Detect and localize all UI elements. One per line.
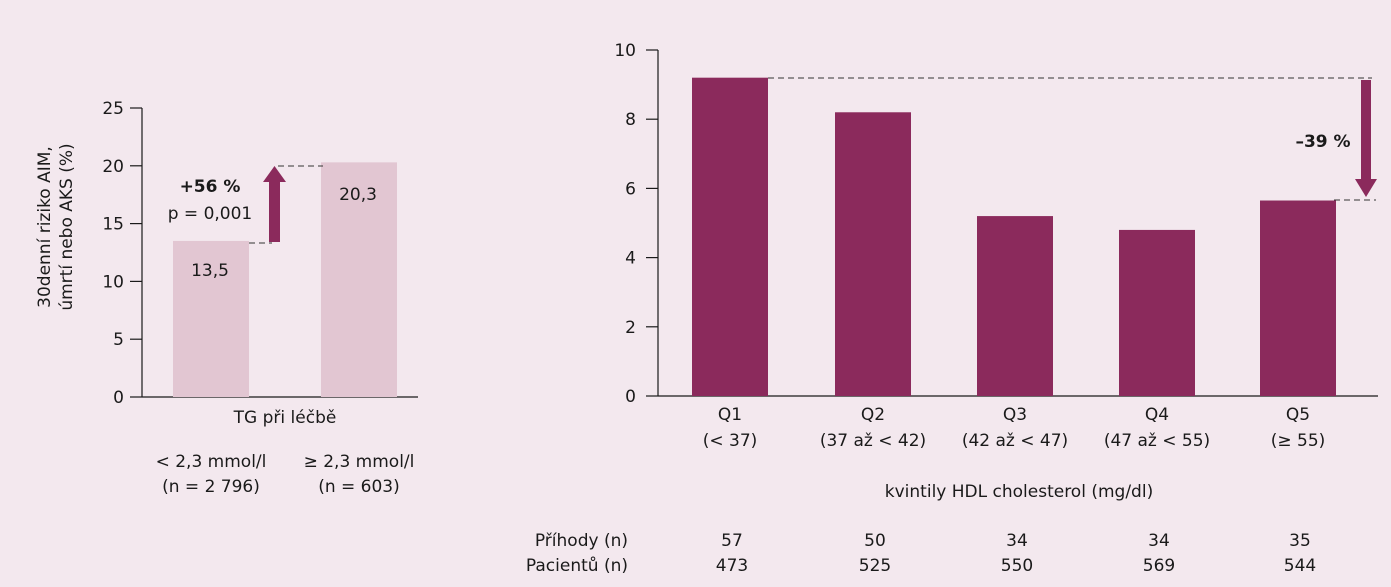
left-pvalue-annotation: p = 0,001 bbox=[168, 204, 253, 224]
left-y-axis-title-line1: 30denní riziko AIM, bbox=[35, 146, 55, 308]
right-bar-q5 bbox=[1260, 200, 1336, 396]
left-y-tick-label: 5 bbox=[113, 330, 124, 350]
table-cell: 550 bbox=[1001, 556, 1033, 576]
right-change-annotation: –39 % bbox=[1295, 132, 1350, 152]
table-cell: 569 bbox=[1143, 556, 1175, 576]
right-category-range-q4: (47 až < 55) bbox=[1104, 431, 1210, 451]
left-bar-2 bbox=[321, 162, 397, 397]
right-bar-q1 bbox=[692, 77, 768, 397]
right-y-tick-label: 6 bbox=[625, 179, 636, 199]
right-category-label-q4: Q4 bbox=[1145, 405, 1169, 425]
left-category-label-2-line1: ≥ 2,3 mmol/l bbox=[304, 452, 415, 472]
right-category-label-q2: Q2 bbox=[861, 405, 885, 425]
left-category-label-1-line1: < 2,3 mmol/l bbox=[156, 452, 267, 472]
left-y-axis-title-line2: úmrtí nebo AKS (%) bbox=[57, 143, 77, 310]
table-cell: 57 bbox=[721, 531, 743, 551]
right-chart: 0 2 4 6 8 10 –39 % Q1 (< 37) Q2 (37 až < 42) Q3 (4… bbox=[526, 41, 1378, 576]
right-category-range-q3: (42 až < 47) bbox=[962, 431, 1068, 451]
table-cell: 35 bbox=[1289, 531, 1311, 551]
right-bar-q2 bbox=[835, 112, 911, 396]
left-change-annotation: +56 % bbox=[180, 177, 241, 197]
table-cell: 34 bbox=[1148, 531, 1170, 551]
right-category-label-q3: Q3 bbox=[1003, 405, 1027, 425]
left-category-label-2-line2: (n = 603) bbox=[318, 477, 400, 497]
left-y-tick-label: 20 bbox=[102, 157, 124, 177]
right-y-tick-label: 4 bbox=[625, 249, 636, 269]
right-bar-q3 bbox=[977, 216, 1053, 396]
table-cell: 50 bbox=[864, 531, 886, 551]
left-bar-value-label-2: 20,3 bbox=[339, 185, 377, 205]
table-cell: 473 bbox=[716, 556, 748, 576]
right-y-tick-label: 2 bbox=[625, 318, 636, 338]
right-decrease-arrow-shaft bbox=[1361, 80, 1371, 182]
right-decrease-arrow-head bbox=[1355, 179, 1377, 197]
left-y-tick-label: 15 bbox=[102, 215, 124, 235]
table-row-label: Pacientů (n) bbox=[526, 556, 628, 576]
right-y-tick-label: 10 bbox=[614, 41, 636, 61]
left-bar-1 bbox=[173, 240, 249, 397]
right-y-tick-label: 0 bbox=[625, 387, 636, 407]
right-category-range-q1: (< 37) bbox=[703, 431, 758, 451]
right-y-tick-label: 8 bbox=[625, 110, 636, 130]
right-bar-q4 bbox=[1119, 229, 1195, 396]
left-chart: 30denní riziko AIM, úmrtí nebo AKS (%) 0… bbox=[35, 99, 418, 497]
right-category-label-q1: Q1 bbox=[718, 405, 742, 425]
right-category-label-q5: Q5 bbox=[1286, 405, 1310, 425]
table-cell: 525 bbox=[859, 556, 891, 576]
left-y-tick-label: 0 bbox=[113, 388, 124, 408]
left-increase-arrow-shaft bbox=[269, 180, 280, 242]
right-x-axis-title: kvintily HDL cholesterol (mg/dl) bbox=[885, 482, 1153, 502]
table-cell: 34 bbox=[1006, 531, 1028, 551]
right-category-range-q2: (37 až < 42) bbox=[820, 431, 926, 451]
left-category-label-1-line2: (n = 2 796) bbox=[162, 477, 260, 497]
left-y-tick-label: 25 bbox=[102, 99, 124, 119]
left-y-tick-label: 10 bbox=[102, 272, 124, 292]
left-x-axis-title: TG při léčbě bbox=[233, 408, 337, 428]
table-cell: 544 bbox=[1284, 556, 1316, 576]
table-row-label: Příhody (n) bbox=[535, 531, 628, 551]
left-increase-arrow-head bbox=[263, 166, 286, 182]
left-bar-value-label-1: 13,5 bbox=[191, 261, 229, 281]
right-category-range-q5: (≥ 55) bbox=[1271, 431, 1326, 451]
